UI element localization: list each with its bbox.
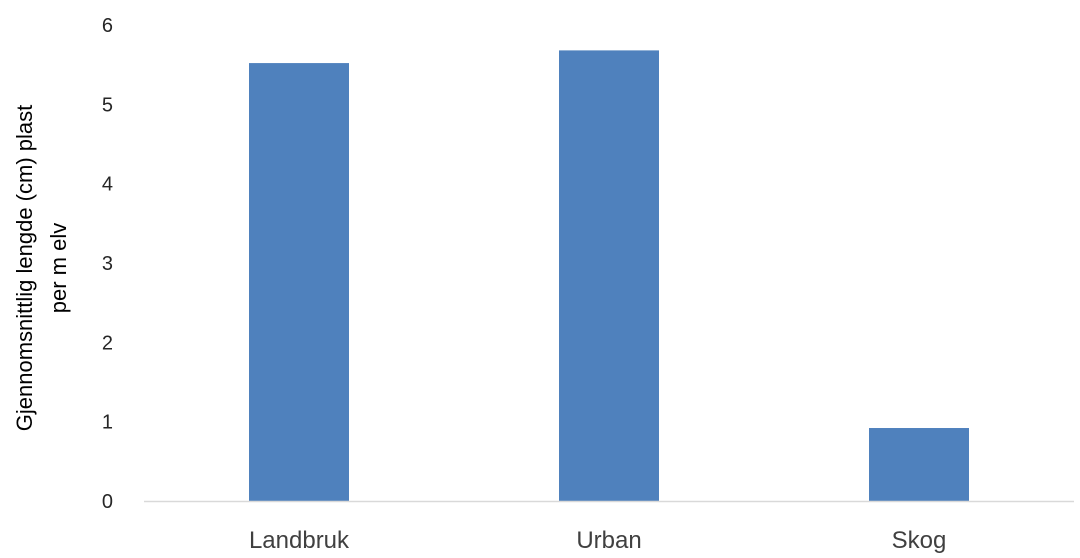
x-tick-label: Landbruk [249,527,350,554]
y-tick-label: 4 [102,174,113,196]
y-axis-title-line-1: Gjennomsnittlig lengde (cm) plast [12,105,37,431]
bars [249,50,969,502]
y-tick-label: 3 [102,253,113,275]
y-axis-title-line-2: per m elv [46,223,71,313]
x-tick-label: Urban [576,527,641,554]
x-axis-labels: Landbruk Urban Skog [249,527,946,554]
y-tick-label: 1 [102,412,113,434]
y-tick-label: 2 [102,332,113,354]
y-axis-ticks: 0 1 2 3 4 5 6 [102,15,113,513]
y-tick-label: 5 [102,94,113,116]
x-tick-label: Skog [892,527,947,554]
bar-skog [869,428,969,501]
y-tick-label: 6 [102,15,113,37]
bar-urban [559,50,659,502]
y-axis-title: Gjennomsnittlig lengde (cm) plast per m … [12,105,71,431]
bar-landbruk [249,63,349,501]
y-tick-label: 0 [102,491,113,513]
